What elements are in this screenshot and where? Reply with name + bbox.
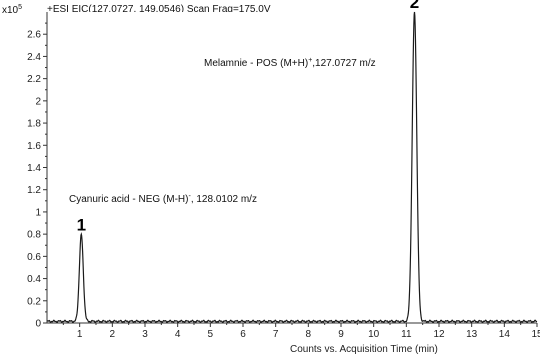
- svg-text:x105: x105: [2, 4, 22, 16]
- annotation-layer: 1 Cyanuric acid - NEG (M-H)-, 128.0102 m/…: [69, 0, 419, 234]
- y-tick-label-5: 1: [35, 207, 41, 218]
- x-tick-label-11: 12: [433, 329, 445, 340]
- x-tick-label-3: 4: [175, 329, 181, 340]
- x-tick-label-6: 7: [273, 329, 279, 340]
- peak-annotation-1: 1 Cyanuric acid - NEG (M-H)-, 128.0102 m/…: [69, 193, 257, 234]
- y-tick-label-12: 2.4: [27, 52, 41, 63]
- x-tick-label-8: 9: [338, 329, 344, 340]
- peak-description-text: Cyanuric acid - NEG (M-H): [69, 194, 188, 205]
- y-axis-multiplier: x105: [2, 4, 22, 16]
- y-tick-label-7: 1.4: [27, 163, 41, 174]
- y-multiplier-exponent: 5: [18, 4, 22, 11]
- y-tick-label-8: 1.6: [27, 141, 41, 152]
- y-tick-label-13: 2.6: [27, 30, 41, 41]
- chart-header: +ESI EIC(127.0727, 149.0546) Scan Frag=1…: [47, 4, 271, 15]
- x-tick-label-10: 11: [401, 329, 412, 340]
- x-axis-label: Counts vs. Acquisition Time (min): [290, 344, 438, 354]
- peak-description-mz: , 128.0102 m/z: [191, 194, 257, 205]
- peak-description-mz: ,127.0727 m/z: [312, 58, 375, 69]
- peak-number-2: 2: [410, 0, 419, 12]
- x-tick-label-2: 3: [142, 329, 148, 340]
- peak-description-charge: +: [308, 57, 312, 64]
- y-tick-label-2: 0.4: [27, 274, 41, 285]
- series-trace-0: [46, 11, 538, 324]
- y-tick-label-3: 0.6: [27, 252, 41, 263]
- peak-number-1: 1: [77, 215, 86, 234]
- peak-description-1: Cyanuric acid - NEG (M-H)-, 128.0102 m/z: [69, 193, 257, 205]
- x-tick-label-1: 2: [110, 329, 116, 340]
- peak-annotation-2: 2 Melamnie - POS (M+H)+,127.0727 m/z: [204, 0, 419, 69]
- y-tick-label-6: 1.2: [27, 185, 41, 196]
- y-axis: 0 0.2 0.4 0.6 0.8 1 1.2 1.4 1.6 1.8 2 2.2 2.4 2.6: [27, 12, 48, 330]
- y-tick-label-9: 1.8: [27, 119, 41, 130]
- x-tick-label-4: 5: [208, 329, 214, 340]
- y-tick-label-4: 0.8: [27, 230, 41, 241]
- x-tick-label-0: 1: [77, 329, 83, 340]
- y-tick-label-10: 2: [35, 96, 41, 107]
- y-multiplier-base: x10: [2, 5, 19, 16]
- peak-description-2: Melamnie - POS (M+H)+,127.0727 m/z: [204, 57, 376, 69]
- series-layer: [46, 11, 538, 324]
- peak-description-text: Melamnie - POS (M+H): [204, 58, 308, 69]
- x-tick-label-12: 13: [466, 329, 478, 340]
- plot-area: [47, 12, 537, 323]
- x-tick-label-13: 14: [499, 329, 511, 340]
- plot-background: [47, 12, 537, 323]
- y-tick-label-11: 2.2: [27, 74, 41, 85]
- x-tick-label-9: 10: [368, 329, 380, 340]
- x-tick-label-7: 8: [306, 329, 312, 340]
- peak-description-charge: -: [188, 193, 191, 200]
- y-tick-label-1: 0.2: [27, 296, 41, 307]
- x-tick-label-5: 6: [240, 329, 246, 340]
- y-tick-label-0: 0: [35, 319, 41, 330]
- x-tick-label-14: 15: [531, 329, 540, 340]
